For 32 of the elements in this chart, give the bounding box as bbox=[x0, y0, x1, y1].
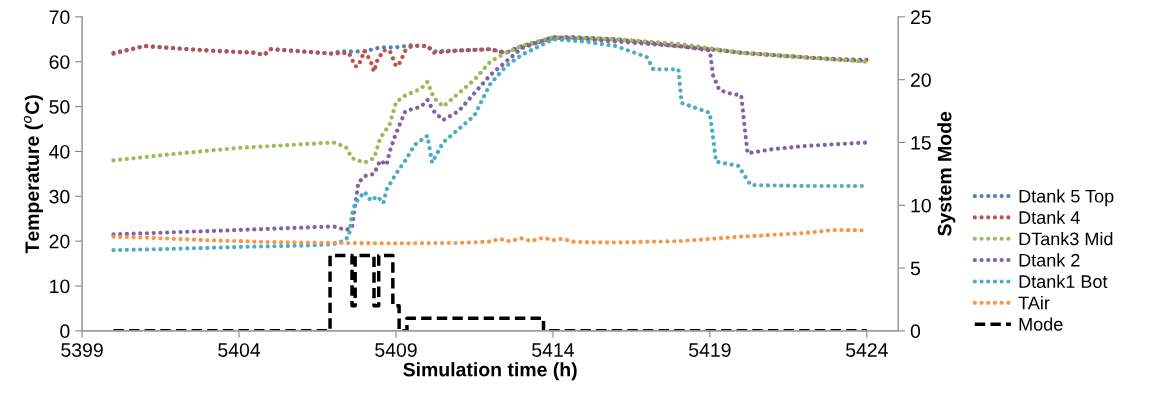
x-tick-label: 5414 bbox=[532, 343, 574, 357]
legend-label: Dtank 5 Top bbox=[1019, 189, 1114, 207]
y2-tick-label: 25 bbox=[911, 10, 931, 25]
y2-tick-label: 0 bbox=[910, 324, 921, 339]
line-series bbox=[111, 34, 869, 74]
y-tick-label: 30 bbox=[49, 189, 70, 204]
y-tick-label: 70 bbox=[49, 10, 70, 25]
y2-tick-label: 20 bbox=[911, 73, 931, 87]
y-tick-label: 50 bbox=[49, 100, 70, 114]
y-tick-label: 0 bbox=[60, 324, 70, 339]
y2-tick-label: 5 bbox=[910, 261, 921, 276]
x-tick-label: 5404 bbox=[218, 343, 261, 357]
y2-tick-label: 15 bbox=[911, 136, 931, 150]
y-tick-label: 60 bbox=[49, 55, 70, 69]
y-tick-label: 40 bbox=[49, 144, 70, 159]
y2-tick-label: 10 bbox=[911, 198, 931, 213]
legend-label: TAir bbox=[1018, 296, 1050, 310]
y-tick-label: 10 bbox=[50, 279, 70, 294]
y-axis-title: Temperature ($^{o}$C) bbox=[23, 95, 43, 254]
legend-label: Dtank1 Bot bbox=[1019, 274, 1108, 288]
x-tick-label: 5419 bbox=[689, 343, 731, 357]
x-axis-title: Simulation time (h) bbox=[403, 362, 577, 381]
x-tick-label: 5424 bbox=[845, 343, 888, 357]
y2-axis-title: System Mode bbox=[937, 111, 956, 236]
legend-label: Mode bbox=[1019, 317, 1063, 331]
legend-label: DTank3 Mid bbox=[1019, 232, 1113, 246]
legend-label: Dtank 4 bbox=[1019, 210, 1080, 224]
x-tick-label: 5399 bbox=[61, 343, 103, 357]
line-series bbox=[111, 34, 869, 165]
legend-label: Dtank 2 bbox=[1019, 253, 1080, 267]
y-tick-label: 20 bbox=[49, 234, 70, 249]
x-tick-label: 5409 bbox=[375, 343, 417, 357]
